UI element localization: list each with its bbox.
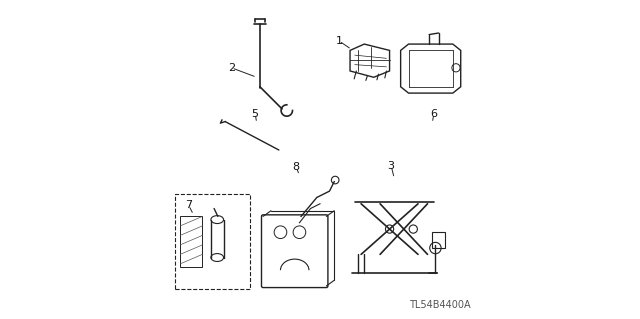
Bar: [175, 194, 250, 289]
Text: 1: 1: [335, 36, 342, 46]
Text: 3: 3: [388, 161, 395, 171]
Text: 8: 8: [292, 162, 300, 172]
Text: 6: 6: [430, 109, 437, 119]
Text: 2: 2: [228, 63, 235, 73]
Bar: [432, 232, 445, 248]
Bar: [180, 216, 202, 267]
Text: 5: 5: [252, 109, 259, 119]
Text: 7: 7: [185, 200, 193, 210]
Text: TL54B4400A: TL54B4400A: [410, 300, 471, 310]
